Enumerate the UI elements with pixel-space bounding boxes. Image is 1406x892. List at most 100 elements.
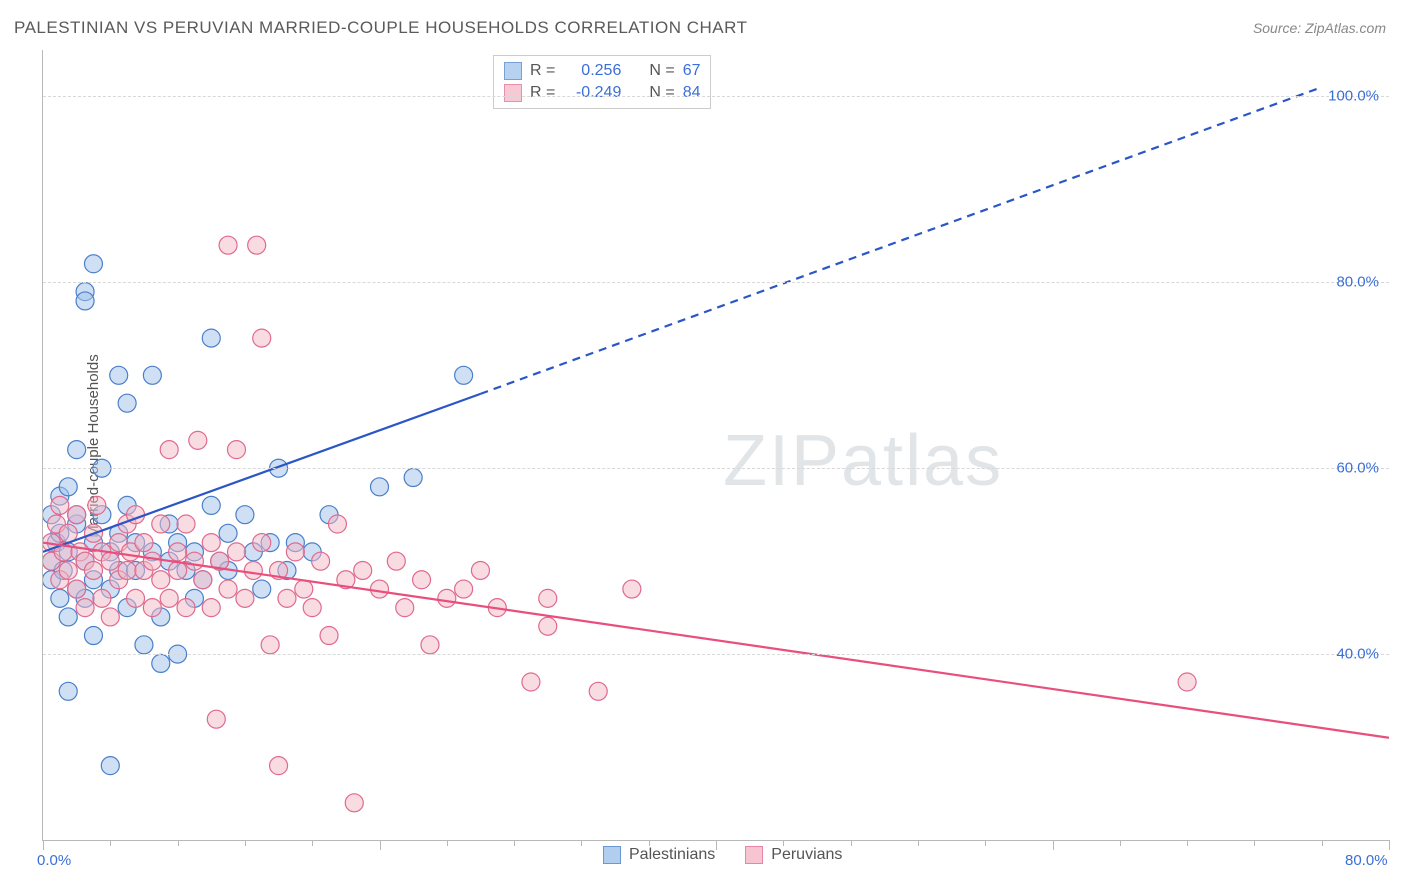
data-point <box>88 496 106 514</box>
data-point <box>303 599 321 617</box>
data-point <box>455 366 473 384</box>
data-point <box>471 561 489 579</box>
data-point <box>185 552 203 570</box>
data-point <box>118 394 136 412</box>
data-point <box>286 543 304 561</box>
x-tick-major <box>1053 840 1054 850</box>
n-label: N = <box>649 60 674 82</box>
data-point <box>135 534 153 552</box>
data-point <box>278 589 296 607</box>
data-point <box>253 580 271 598</box>
x-tick-minor <box>110 840 111 846</box>
x-tick-minor <box>1322 840 1323 846</box>
y-tick-label: 40.0% <box>1336 646 1379 663</box>
data-point <box>312 552 330 570</box>
data-point <box>438 589 456 607</box>
n-label: N = <box>649 82 674 104</box>
data-point <box>248 236 266 254</box>
legend-series-item: Palestinians <box>603 846 715 864</box>
data-point <box>189 431 207 449</box>
n-value: 67 <box>683 60 701 82</box>
data-point <box>354 561 372 579</box>
data-point <box>59 682 77 700</box>
x-tick-minor <box>514 840 515 846</box>
data-point <box>194 571 212 589</box>
data-point <box>328 515 346 533</box>
data-point <box>93 589 111 607</box>
x-tick-major <box>716 840 717 850</box>
data-point <box>371 478 389 496</box>
data-point <box>295 580 313 598</box>
data-point <box>589 682 607 700</box>
x-tick-label: 80.0% <box>1345 852 1388 869</box>
data-point <box>101 608 119 626</box>
x-tick-minor <box>918 840 919 846</box>
data-point <box>387 552 405 570</box>
data-point <box>143 366 161 384</box>
x-tick-minor <box>178 840 179 846</box>
data-point <box>202 329 220 347</box>
data-point <box>371 580 389 598</box>
data-point <box>68 506 86 524</box>
legend-stat-row: R = 0.256N = 67 <box>504 60 700 82</box>
y-tick-label: 60.0% <box>1336 460 1379 477</box>
data-point <box>539 617 557 635</box>
data-point <box>253 329 271 347</box>
data-point <box>623 580 641 598</box>
x-tick-major <box>380 840 381 850</box>
data-point <box>143 599 161 617</box>
data-point <box>177 599 195 617</box>
legend-swatch <box>603 846 621 864</box>
data-point <box>236 506 254 524</box>
data-point <box>539 589 557 607</box>
data-point <box>219 524 237 542</box>
data-point <box>59 608 77 626</box>
correlation-legend: R = 0.256N = 67R = -0.249N = 84 <box>493 55 711 109</box>
data-point <box>455 580 473 598</box>
x-tick-minor <box>851 840 852 846</box>
data-point <box>59 478 77 496</box>
chart-plot-area: ZIPatlas R = 0.256N = 67R = -0.249N = 84… <box>42 50 1389 841</box>
legend-stat-row: R = -0.249N = 84 <box>504 82 700 104</box>
series-legend: Palestinians Peruvians <box>603 846 842 864</box>
data-point <box>152 654 170 672</box>
data-point <box>207 710 225 728</box>
data-point <box>101 757 119 775</box>
data-point <box>261 636 279 654</box>
data-point <box>76 292 94 310</box>
data-point <box>244 561 262 579</box>
data-point <box>160 441 178 459</box>
y-tick-label: 80.0% <box>1336 274 1379 291</box>
source-attribution: Source: ZipAtlas.com <box>1253 20 1386 36</box>
legend-series-item: Peruvians <box>745 846 842 864</box>
gridline-horizontal <box>43 654 1389 655</box>
x-tick-major <box>43 840 44 850</box>
data-point <box>110 366 128 384</box>
legend-series-label: Peruvians <box>771 846 842 864</box>
gridline-horizontal <box>43 96 1389 97</box>
r-value: -0.249 <box>563 82 621 104</box>
data-point <box>68 580 86 598</box>
x-tick-minor <box>1120 840 1121 846</box>
legend-swatch <box>504 62 522 80</box>
data-point <box>152 571 170 589</box>
data-point <box>169 543 187 561</box>
data-point <box>84 627 102 645</box>
gridline-horizontal <box>43 282 1389 283</box>
regression-line <box>43 543 1389 738</box>
x-tick-minor <box>581 840 582 846</box>
data-point <box>396 599 414 617</box>
data-point <box>202 496 220 514</box>
x-tick-minor <box>245 840 246 846</box>
data-point <box>219 580 237 598</box>
data-point <box>118 561 136 579</box>
regression-line-extrapolated <box>480 87 1321 394</box>
data-point <box>270 757 288 775</box>
data-point <box>345 794 363 812</box>
data-point <box>202 599 220 617</box>
data-point <box>227 543 245 561</box>
n-value: 84 <box>683 82 701 104</box>
x-tick-minor <box>312 840 313 846</box>
legend-swatch <box>504 84 522 102</box>
x-tick-minor <box>1254 840 1255 846</box>
